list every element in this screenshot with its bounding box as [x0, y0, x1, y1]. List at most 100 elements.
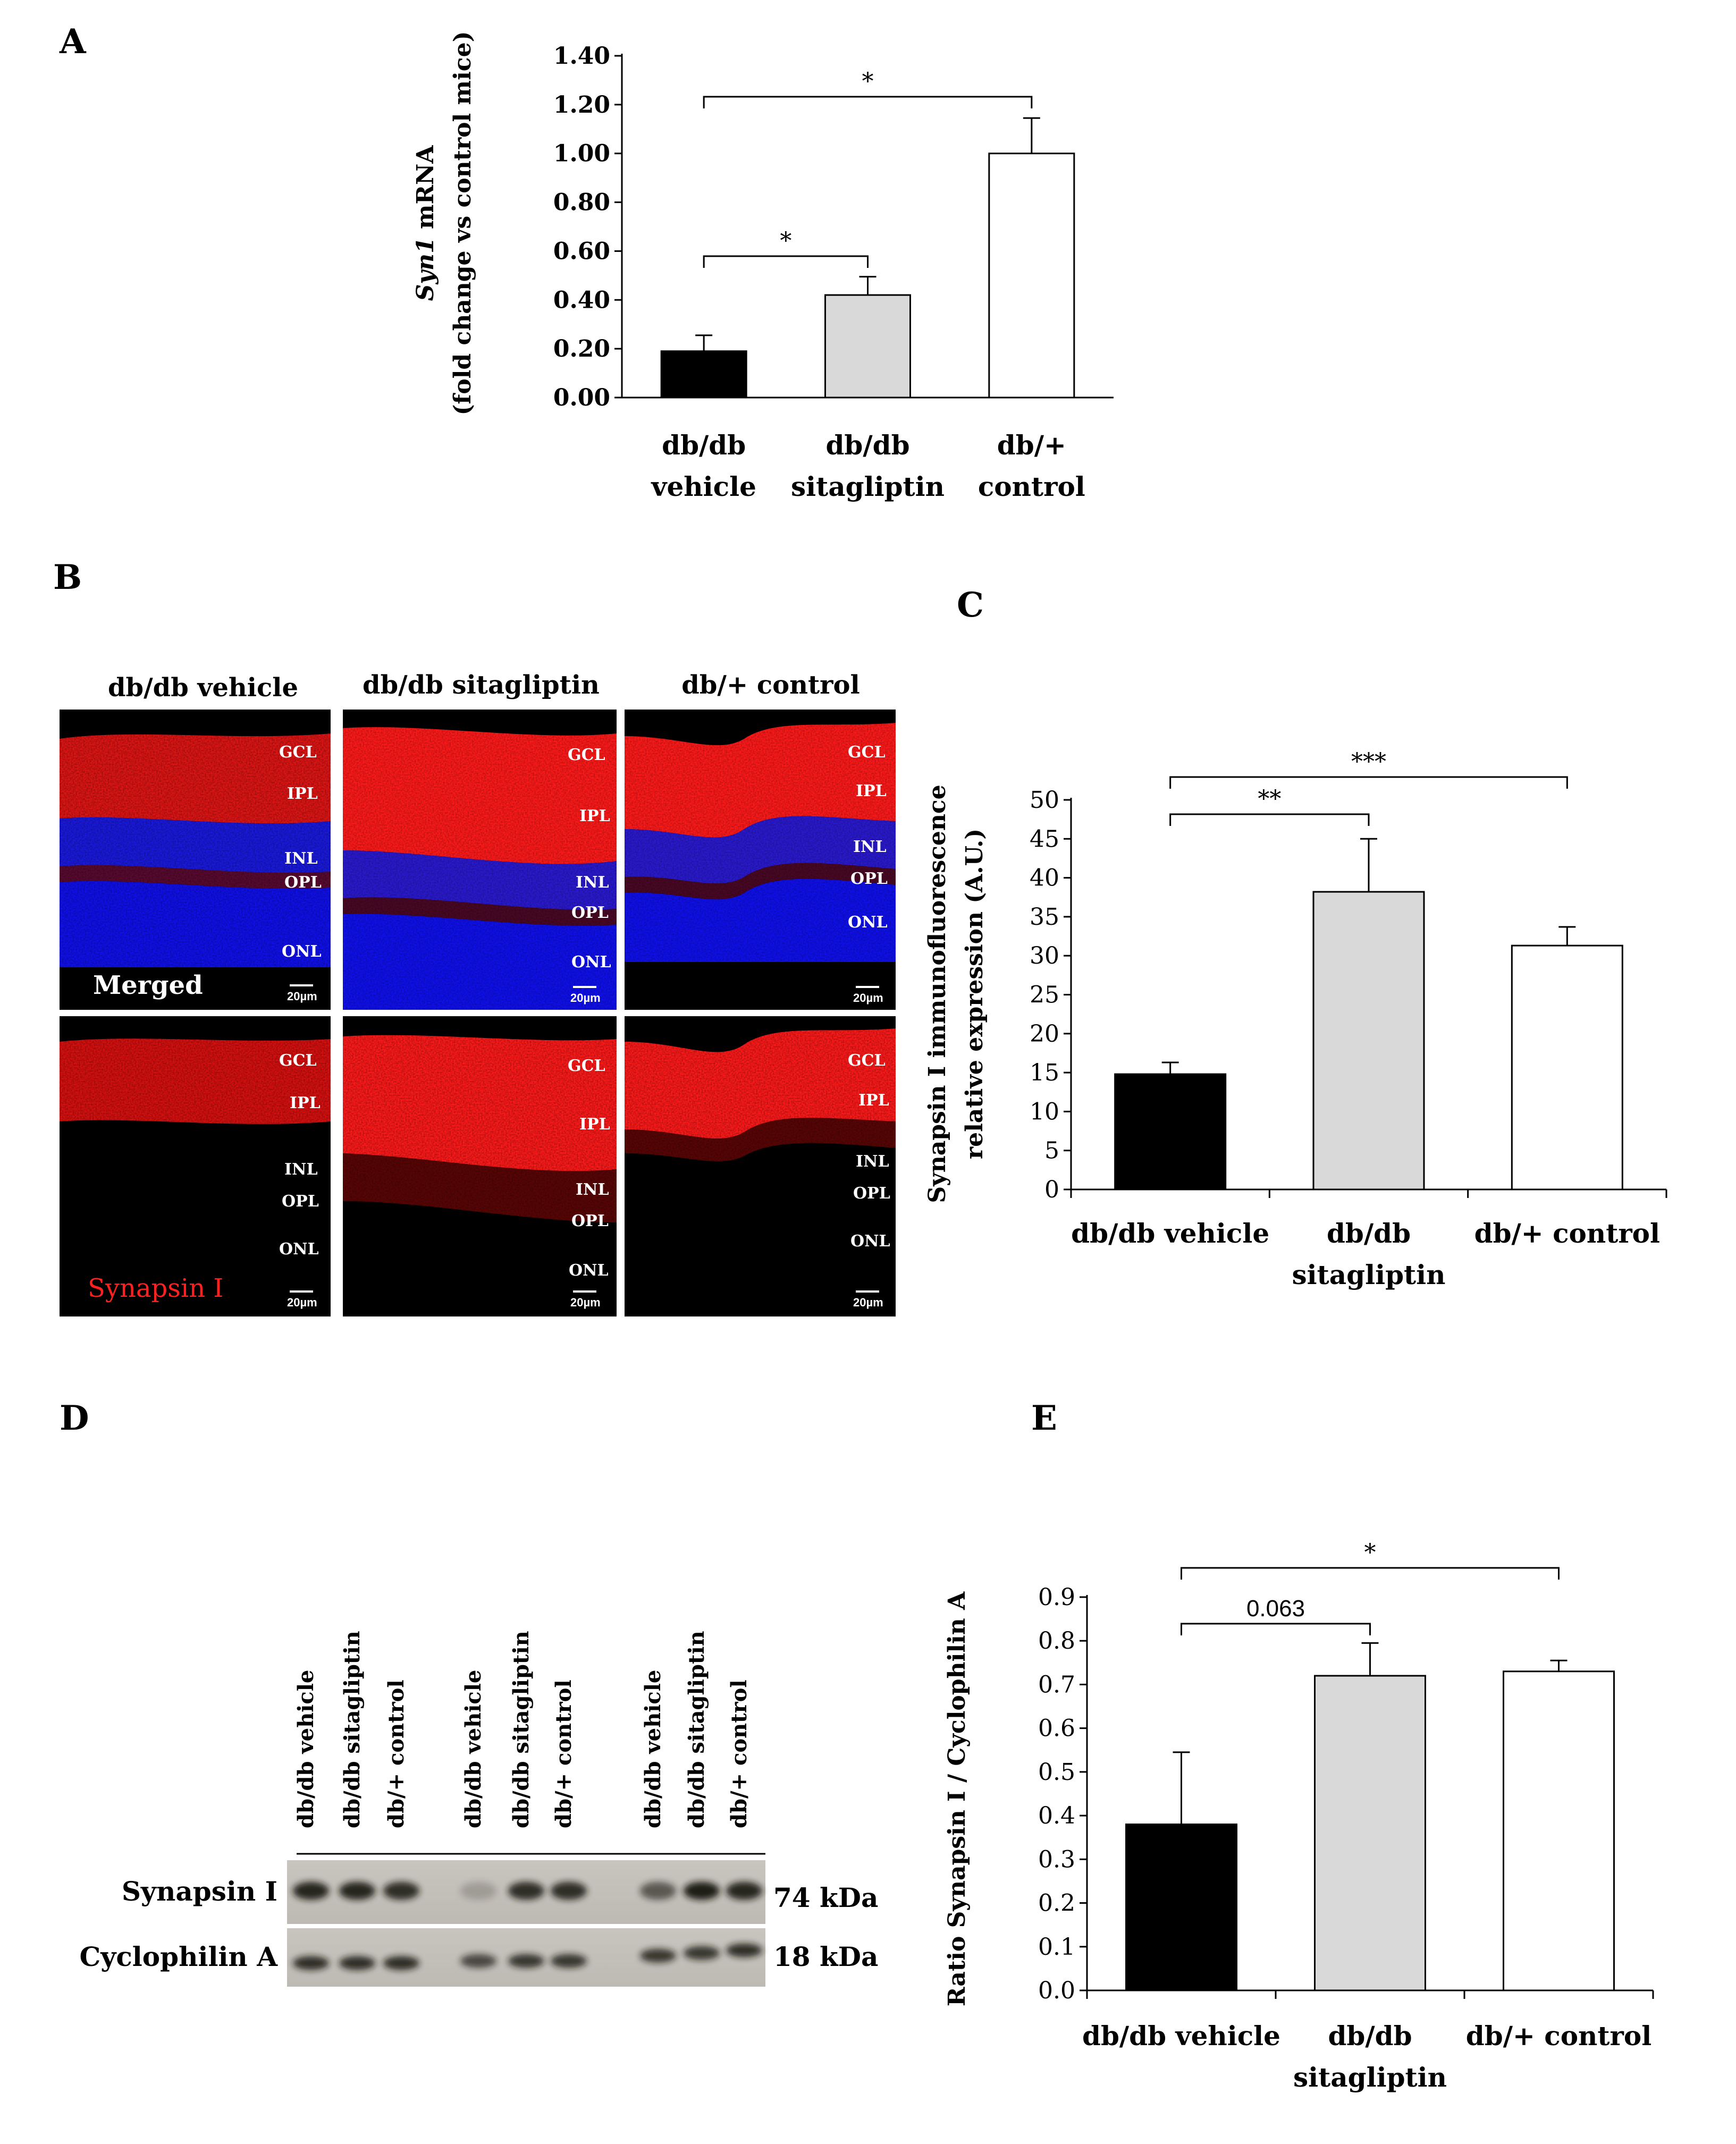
- layer-label-ipl: IPL: [856, 782, 887, 800]
- category-label: db/+: [997, 429, 1066, 461]
- y-tick-label: 20: [1030, 1020, 1059, 1048]
- blot-band: [640, 1948, 676, 1963]
- blot-row-label: Cyclophilin A: [80, 1941, 279, 1972]
- blot-row-label: Synapsin I: [122, 1876, 277, 1907]
- bar-2: [988, 153, 1075, 399]
- bar-1: [1312, 891, 1425, 1191]
- layer-label-ipl: IPL: [290, 1094, 321, 1112]
- chart-a-syn1-mrna: 0.00 0.20 0.40 0.60 0.80 1.00 1.20 1.40 db/db veh…: [412, 31, 1114, 502]
- micrograph-synapsin-sitagliptin: GCL IPL INL OPL ONL 20µm: [343, 1016, 617, 1316]
- layer-label-onl: ONL: [848, 913, 888, 932]
- layer-label-inl: INL: [856, 1152, 889, 1171]
- category-label: db/db: [825, 429, 909, 461]
- panel-b-micrographs: db/db vehicle db/db sitagliptin db/+ con…: [60, 670, 896, 1316]
- y-tick-label: 0: [1044, 1176, 1059, 1203]
- y-tick-label: 1.00: [553, 140, 610, 167]
- significance-label: *: [862, 68, 874, 95]
- blot-band: [684, 1881, 720, 1900]
- layer-label-opl: OPL: [282, 1192, 319, 1211]
- significance-label: *: [780, 227, 791, 255]
- bar-0: [660, 350, 747, 399]
- micrograph-title-vehicle: db/db vehicle: [108, 673, 298, 703]
- chart-c-synapsin-immunofluorescence: 0 5 10 15 20 25 30 35 40 45 50 db/db vehicle db/db si…: [924, 748, 1667, 1290]
- layer-label-ipl: IPL: [579, 807, 610, 825]
- blot-lane-label: db/db sitagliptin: [340, 1631, 365, 1828]
- layer-label-inl: INL: [576, 1180, 609, 1199]
- category-label: db/db vehicle: [1071, 1218, 1269, 1249]
- blot-lane-label: db/db vehicle: [293, 1670, 318, 1828]
- panel-letter-e: E: [1031, 1398, 1057, 1438]
- y-tick-label: 25: [1030, 982, 1059, 1009]
- blot-band: [293, 1881, 329, 1900]
- bar-2: [1503, 1670, 1615, 1991]
- y-tick-label: 1.40: [553, 43, 610, 70]
- micrograph-synapsin-control: GCL IPL INL OPL ONL 20µm: [625, 1016, 896, 1316]
- layer-label-inl: INL: [284, 849, 318, 868]
- layer-label-opl: OPL: [853, 1184, 890, 1203]
- y-tick-label: 0.7: [1038, 1671, 1075, 1698]
- blot-band: [551, 1881, 587, 1900]
- y-tick-label: 0.80: [553, 189, 610, 216]
- layer-label-opl: OPL: [571, 904, 609, 922]
- layer-label-gcl: GCL: [279, 743, 317, 762]
- layer-label-opl: OPL: [850, 870, 888, 888]
- blot-lane-label: db/db sitagliptin: [509, 1631, 534, 1828]
- layer-label-opl: OPL: [284, 873, 322, 892]
- layer-label-opl: OPL: [571, 1212, 609, 1230]
- blot-lane-label: db/+ control: [551, 1679, 576, 1828]
- blot-band: [508, 1881, 544, 1900]
- blot-band: [726, 1881, 762, 1900]
- y-axis-label: Ratio Synapsin I / Cyclophilin A: [943, 1591, 971, 2006]
- y-tick-label: 0.00: [553, 384, 610, 411]
- blot-kda-label: 18 kDa: [773, 1941, 878, 1972]
- scale-bar-label: 20µm: [287, 990, 317, 1003]
- layer-label-ipl: IPL: [858, 1091, 889, 1110]
- y-axis-label: Synapsin I immunofluorescence: [924, 784, 951, 1203]
- micrograph-synapsin-vehicle: GCL IPL INL OPL ONL Synapsin I 20µm: [60, 1016, 331, 1316]
- y-tick-label: 0.4: [1038, 1802, 1075, 1829]
- blot-lane-label: db/db sitagliptin: [684, 1631, 709, 1828]
- bar-1: [1314, 1675, 1426, 1991]
- significance-bracket: [703, 96, 1033, 108]
- y-axis-label: Syn1 mRNA: [412, 145, 439, 301]
- bar-1: [824, 294, 911, 399]
- blot-band: [339, 1881, 375, 1900]
- panel-d-western-blot: db/db vehicle db/db sitagliptin db/+ contr…: [80, 1631, 878, 1987]
- layer-label-gcl: GCL: [848, 1051, 886, 1070]
- category-label: db/db: [1327, 1218, 1411, 1249]
- y-tick-label: 0.3: [1038, 1846, 1075, 1873]
- micrograph-title-control: db/+ control: [681, 670, 859, 700]
- merged-row-label: Merged: [93, 970, 203, 1000]
- blot-lane-label: db/+ control: [727, 1679, 752, 1828]
- layer-label-gcl: GCL: [568, 1057, 605, 1075]
- layer-label-gcl: GCL: [848, 743, 886, 762]
- blot-band: [460, 1881, 496, 1900]
- panel-letter-c: C: [957, 585, 984, 625]
- blot-band: [684, 1946, 720, 1960]
- micrograph-merged-sitagliptin: GCL IPL INL OPL ONL 20µm: [343, 710, 617, 1010]
- synapsin-row-label: Synapsin I: [88, 1273, 223, 1303]
- layer-label-onl: ONL: [282, 942, 322, 961]
- blot-band: [383, 1881, 419, 1900]
- layer-label-gcl: GCL: [279, 1051, 317, 1070]
- layer-label-inl: INL: [576, 873, 609, 892]
- significance-label: **: [1258, 786, 1281, 813]
- y-tick-label: 0.40: [553, 286, 610, 314]
- significance-bracket: [703, 255, 869, 268]
- y-tick-label: 40: [1030, 865, 1059, 892]
- blot-band: [508, 1954, 544, 1968]
- micrograph-title-sitagliptin: db/db sitagliptin: [363, 670, 600, 700]
- y-tick-label: 5: [1044, 1137, 1059, 1164]
- category-label: db/db: [662, 429, 746, 461]
- layer-label-onl: ONL: [850, 1232, 890, 1251]
- significance-label: 0.063: [1246, 1596, 1305, 1622]
- blot-band: [726, 1943, 762, 1957]
- layer-label-inl: INL: [284, 1160, 318, 1179]
- y-axis-label-line2: relative expression (A.U.): [961, 829, 988, 1159]
- layer-label-inl: INL: [853, 838, 887, 856]
- blot-band: [551, 1954, 587, 1968]
- layer-label-ipl: IPL: [287, 784, 318, 803]
- scale-bar-label: 20µm: [287, 1296, 317, 1309]
- y-tick-label: 15: [1030, 1059, 1059, 1086]
- blot-band: [640, 1881, 676, 1900]
